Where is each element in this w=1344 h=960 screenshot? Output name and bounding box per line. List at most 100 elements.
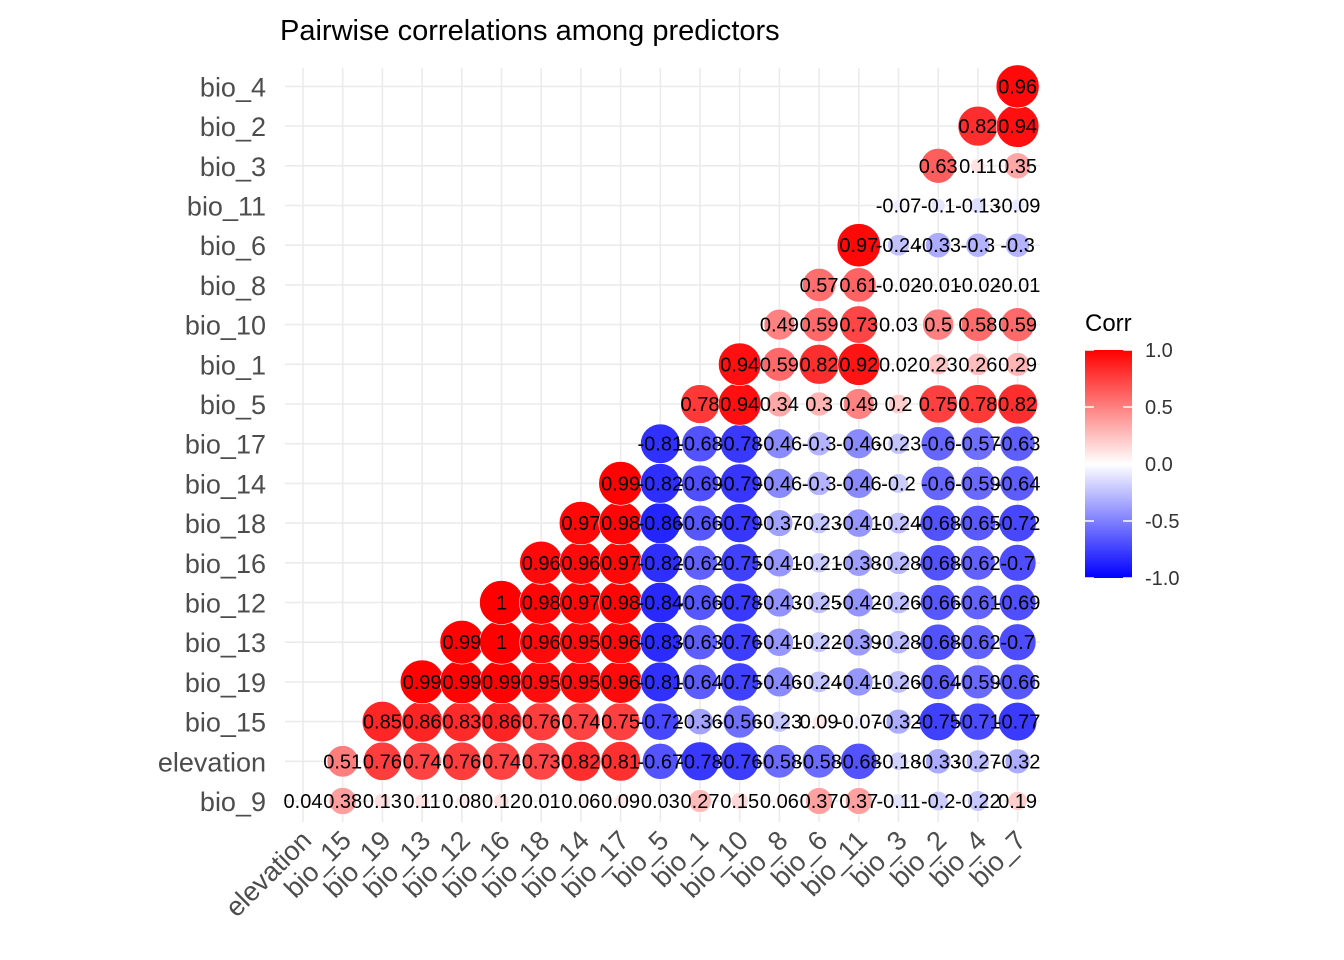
y-tick-label: elevation [158, 747, 266, 777]
correlation-circle [1015, 282, 1021, 288]
correlation-circle [844, 667, 874, 697]
correlation-circle [719, 503, 760, 543]
correlation-value-label: 0.75 [919, 394, 958, 416]
correlation-value-label: -0.28 [876, 553, 922, 575]
correlation-circle [920, 664, 957, 700]
correlation-value-label: -0.68 [915, 632, 961, 654]
correlation-value-label: -0.67 [638, 751, 684, 773]
correlation-value-label: 0.83 [442, 712, 481, 734]
correlation-value-label: 0.58 [958, 315, 997, 337]
correlation-value-label: -0.33 [915, 751, 961, 773]
correlation-value-label: 0.99 [482, 672, 521, 694]
correlation-value-label: 0.59 [800, 315, 839, 337]
correlation-value-label: -0.56 [717, 712, 763, 734]
legend-tick-label: 0.5 [1145, 397, 1173, 419]
correlation-value-label: -0.01 [995, 275, 1041, 297]
correlation-value-label: -0.38 [836, 553, 882, 575]
correlation-value-label: -0.21 [796, 553, 842, 575]
correlation-circle [682, 545, 718, 581]
correlation-circle [482, 742, 521, 781]
correlation-circle [967, 790, 989, 812]
correlation-value-label: -0.71 [955, 712, 1001, 734]
correlation-circle [806, 471, 832, 496]
correlation-value-label: 0.59 [998, 315, 1037, 337]
correlation-circle [836, 223, 881, 268]
correlation-circle [773, 795, 786, 807]
correlation-circle [686, 708, 714, 736]
correlation-circle [999, 663, 1036, 701]
correlation-value-label: -0.2 [881, 473, 915, 495]
correlation-value-label: -0.42 [836, 593, 882, 615]
y-tick-label: bio_14 [185, 469, 266, 499]
correlation-circle [843, 428, 875, 459]
correlation-circle [768, 710, 791, 733]
correlation-value-label: -0.23 [876, 434, 922, 456]
correlation-value-label: -0.78 [717, 434, 763, 456]
correlation-circle [920, 584, 957, 621]
correlation-circle [808, 670, 831, 693]
correlation-circle [887, 512, 910, 535]
correlation-value-label: -0.7 [1000, 632, 1034, 654]
correlation-value-label: -0.58 [796, 751, 842, 773]
correlation-value-label: -0.75 [717, 553, 763, 575]
y-tick-label: bio_15 [185, 708, 266, 738]
correlation-value-label: 0.5 [924, 315, 952, 337]
correlation-value-label: 0.51 [323, 751, 362, 773]
correlation-value-label: 0.82 [800, 354, 839, 376]
correlation-value-label: -0.79 [717, 473, 763, 495]
correlation-value-label: -0.72 [995, 513, 1041, 535]
correlation-circle [764, 587, 795, 618]
correlation-circle [888, 393, 909, 415]
correlation-circle [888, 473, 909, 494]
correlation-circle [328, 787, 357, 815]
legend-tick-label: 1.0 [1145, 340, 1173, 362]
correlation-value-label: 1 [496, 632, 507, 654]
correlation-value-label: -0.66 [677, 593, 723, 615]
correlation-circle [960, 624, 996, 660]
correlation-circle [920, 426, 956, 462]
correlation-circle [997, 383, 1038, 425]
correlation-value-label: 0.78 [958, 394, 997, 416]
legend-ticks: 1.0 0.5 0.0 -0.5 -1.0 [1085, 340, 1179, 590]
correlation-value-label: 0.3 [805, 394, 833, 416]
correlation-circle [681, 504, 719, 542]
correlation-circle [763, 308, 796, 341]
correlation-circle [641, 742, 679, 780]
correlation-value-label: -0.43 [757, 593, 803, 615]
correlation-circle [720, 662, 760, 702]
y-axis-tick-labels: bio_9 elevation bio_15 bio_19 bio_13 bio_12 bi… [158, 72, 266, 817]
y-tick-label: bio_8 [200, 271, 266, 301]
y-tick-label: bio_13 [185, 628, 266, 658]
correlation-value-label: -0.09 [995, 196, 1041, 218]
correlation-value-label: -0.61 [955, 593, 1001, 615]
correlation-value-label: -0.28 [876, 632, 922, 654]
correlation-circle [887, 432, 910, 455]
y-tick-label: bio_5 [200, 390, 266, 420]
correlation-value-label: 0.97 [561, 513, 600, 535]
correlation-circle [844, 548, 873, 577]
correlation-circle [965, 232, 991, 258]
correlation-circle [762, 347, 797, 382]
correlation-circle [895, 360, 902, 368]
correlation-value-label: -0.77 [995, 712, 1041, 734]
correlation-value-label: -0.22 [955, 791, 1001, 813]
correlation-value-label: -0.83 [638, 632, 684, 654]
correlation-circle [764, 428, 795, 459]
correlation-circle [928, 790, 949, 812]
correlation-circle [966, 749, 990, 774]
correlation-circle [538, 798, 544, 804]
correlation-value-label: -0.68 [915, 553, 961, 575]
correlation-value-label: -0.23 [796, 513, 842, 535]
legend-tick-label: -0.5 [1145, 511, 1179, 533]
correlation-circle [1005, 232, 1030, 258]
correlation-value-label: -0.76 [717, 632, 763, 654]
correlation-value-label: 0.99 [601, 473, 640, 495]
correlation-value-label: 0.73 [839, 315, 878, 337]
correlation-circle [806, 431, 832, 457]
correlation-circle [805, 787, 833, 815]
correlation-circle [843, 468, 875, 499]
correlation-circle [765, 627, 794, 657]
correlation-circle [935, 282, 941, 288]
correlation-circle [718, 342, 762, 386]
correlation-value-label: -0.66 [915, 593, 961, 615]
